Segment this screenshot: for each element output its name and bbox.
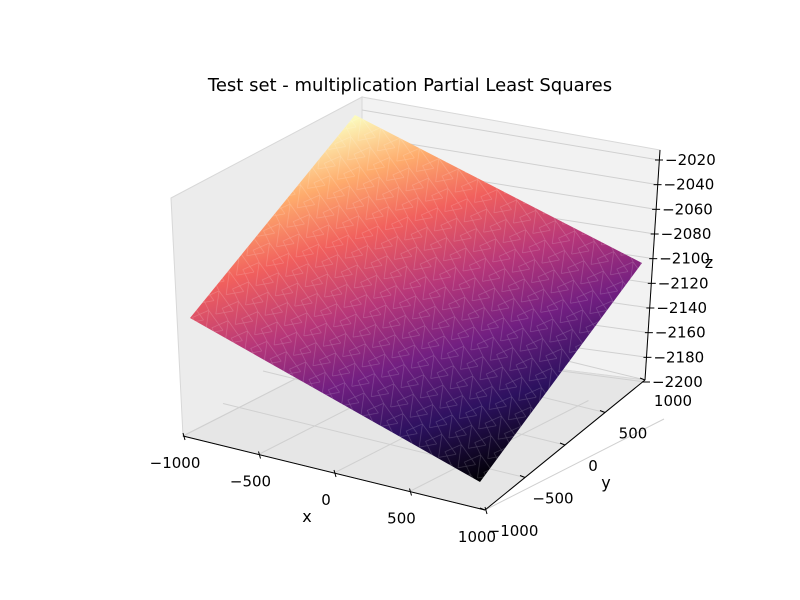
z-axis-label: z — [705, 253, 713, 272]
z-tick-label: −2200 — [652, 373, 703, 391]
x-tick-label: 0 — [321, 491, 331, 509]
y-tick-label: −1000 — [488, 522, 539, 540]
z-tick-label: −2080 — [661, 225, 712, 243]
x-tick-mark — [484, 506, 488, 515]
x-tick-label: −500 — [230, 473, 271, 491]
x-tick-mark — [409, 488, 412, 496]
chart-title: Test set - multiplication Partial Least … — [207, 75, 612, 96]
z-tick-label: −2040 — [664, 176, 715, 194]
surface-mesh — [190, 115, 642, 482]
z-grid-line — [361, 109, 660, 161]
x-tick-label: −1000 — [150, 454, 201, 472]
z-tick-label: −2100 — [659, 250, 710, 268]
x-axis: −1000 −500 0 500 1000 — [150, 432, 496, 546]
z-tick-label: −2020 — [665, 151, 716, 169]
y-tick-mark — [519, 475, 526, 478]
y-tick-mark — [559, 442, 566, 446]
x-tick-mark — [182, 432, 186, 441]
z-axis: −2020 −2040 −2060 −2080 −2100 −2120 −2140 −2160… — [642, 149, 716, 391]
z-tick-label: −2140 — [656, 299, 707, 317]
x-tick-mark — [258, 451, 261, 459]
y-axis-label: y — [601, 473, 610, 492]
y-axis: −1000 −500 0 500 1000 — [479, 377, 692, 540]
x-grid-line — [484, 418, 665, 511]
y-tick-mark — [639, 377, 646, 381]
z-tick-label: −2160 — [655, 324, 706, 342]
y-tick-mark — [479, 507, 486, 511]
y-tick-mark — [599, 410, 606, 413]
y-tick-label: 1000 — [654, 392, 692, 410]
surface — [190, 115, 642, 482]
y-tick-label: −500 — [532, 490, 573, 508]
x-axis-label: x — [302, 507, 311, 526]
x-tick-label: 500 — [387, 510, 416, 528]
y-tick-label: 500 — [619, 425, 648, 443]
z-tick-label: −2060 — [662, 200, 713, 218]
x-tick-label: 1000 — [458, 528, 496, 546]
z-tick-label: −2120 — [658, 274, 709, 292]
x-tick-mark — [333, 469, 337, 478]
z-tick-label: −2180 — [653, 348, 704, 366]
y-tick-label: 0 — [588, 457, 598, 475]
